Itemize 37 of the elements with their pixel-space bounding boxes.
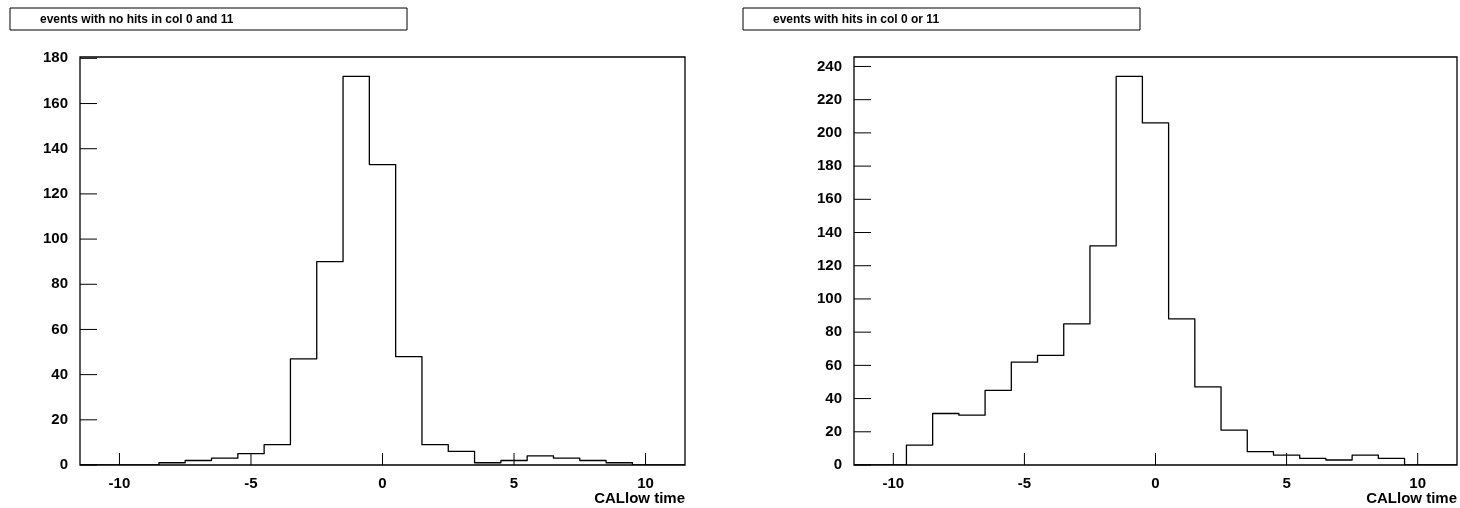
y-tick-label: 80 [825, 322, 842, 340]
y-tick-label: 220 [816, 89, 842, 107]
y-tick-label: 100 [42, 229, 68, 247]
y-tick-label: 200 [816, 123, 842, 141]
x-tick-label: 10 [1409, 474, 1427, 492]
x-axis-title: CALlow time [1366, 489, 1457, 507]
y-tick-label: 100 [816, 289, 842, 307]
y-tick-label: 40 [51, 364, 68, 382]
x-tick-label: 0 [378, 474, 387, 492]
y-tick-label: 60 [51, 319, 68, 337]
y-tick-label: 20 [51, 409, 68, 427]
y-tick-label: 40 [825, 388, 842, 406]
x-tick-label: -10 [882, 474, 905, 492]
y-tick-label: 180 [816, 156, 842, 174]
y-tick-label: 80 [51, 274, 68, 292]
y-tick-label: 0 [59, 455, 68, 473]
y-tick-label: 140 [42, 138, 68, 156]
x-tick-label: 5 [509, 474, 519, 492]
y-tick-label: 180 [42, 48, 68, 66]
chart-title: events with hits in col 0 or 11 [773, 12, 940, 27]
x-axis-title: CALlow time [594, 489, 685, 507]
y-tick-label: 20 [825, 421, 842, 439]
y-tick-label: 160 [816, 189, 842, 207]
y-tick-label: 120 [816, 255, 842, 273]
y-tick-label: 120 [42, 184, 68, 202]
x-tick-label: -5 [244, 474, 258, 492]
x-tick-label: 5 [1282, 474, 1291, 492]
chart-title: events with no hits in col 0 and 11 [40, 12, 234, 27]
y-tick-label: 240 [816, 56, 842, 74]
x-tick-label: 10 [637, 474, 654, 492]
y-tick-label: 140 [816, 222, 842, 240]
y-tick-label: 60 [825, 355, 842, 373]
x-tick-label: 0 [1151, 474, 1160, 492]
x-tick-label: -5 [1017, 474, 1032, 492]
x-tick-label: -10 [108, 474, 131, 492]
y-tick-label: 0 [833, 455, 842, 473]
y-tick-label: 160 [42, 93, 68, 111]
